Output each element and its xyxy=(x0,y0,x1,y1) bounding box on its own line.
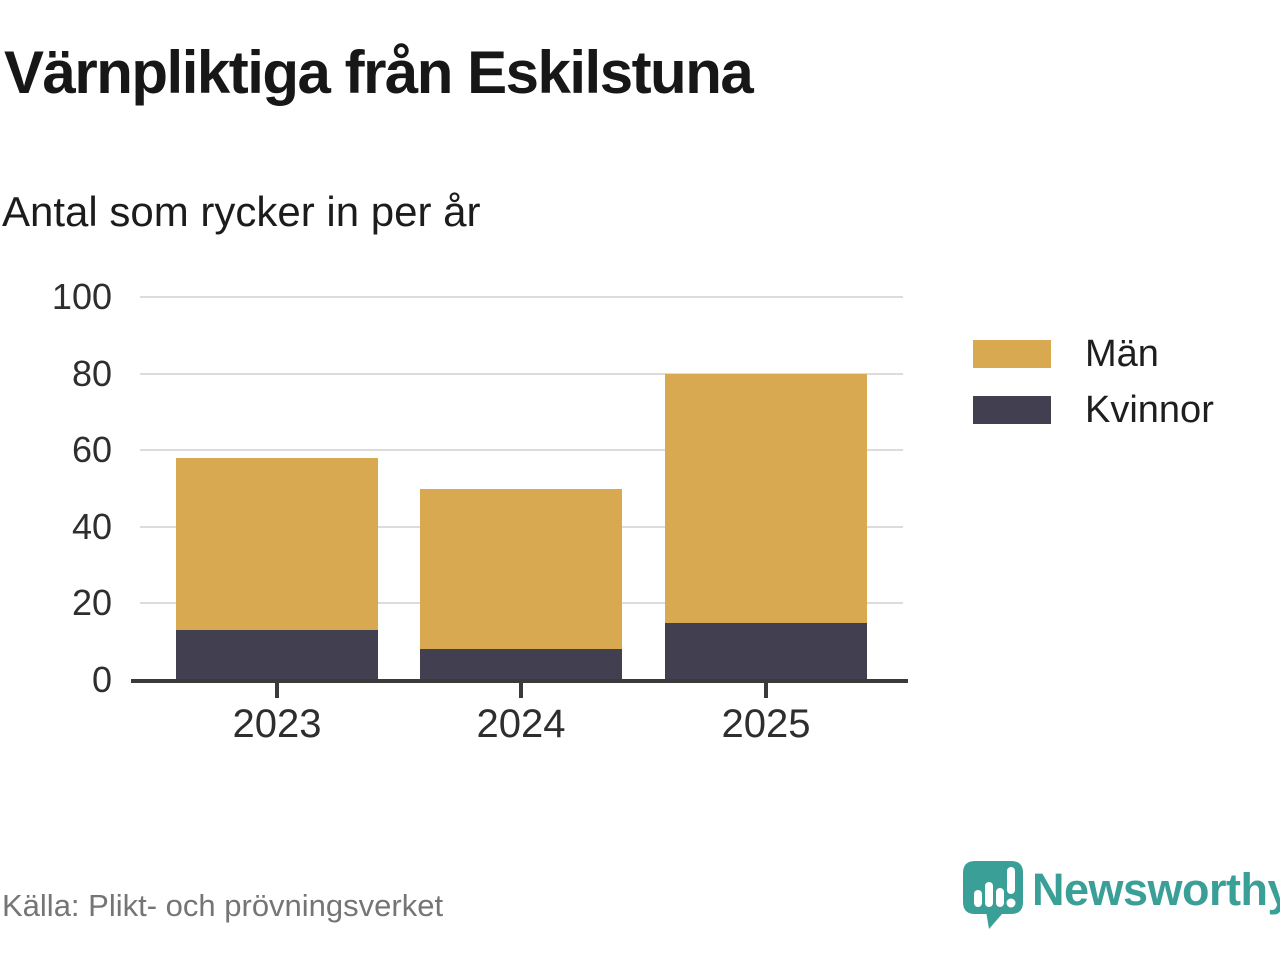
y-axis-tick-label: 40 xyxy=(71,505,112,547)
bar-segment-män-2024 xyxy=(420,488,622,650)
x-axis-tick-mark xyxy=(519,683,523,698)
logo-bar-3 xyxy=(996,888,1004,907)
legend-label-män: Män xyxy=(1085,333,1159,375)
logo-bar-1 xyxy=(974,890,982,907)
x-axis-tick-label: 2024 xyxy=(476,702,566,746)
bar-segment-män-2025 xyxy=(665,373,867,623)
legend-item-män: Män xyxy=(973,334,1214,374)
y-axis-tick-label: 0 xyxy=(91,659,112,700)
x-axis-line xyxy=(131,679,908,683)
brand-wordmark: Newsworthy xyxy=(1032,864,1280,915)
chart-subtitle: Antal som rycker in per år xyxy=(2,188,481,235)
page-title: Värnpliktiga från Eskilstuna xyxy=(4,39,754,106)
legend-label-kvinnor: Kvinnor xyxy=(1085,389,1214,431)
x-axis-tick-mark xyxy=(275,683,279,698)
logo-exclamation-bar xyxy=(1007,867,1015,894)
x-axis-tick-label: 2023 xyxy=(232,702,322,746)
legend-item-kvinnor: Kvinnor xyxy=(973,390,1214,430)
logo-bar-2 xyxy=(985,882,993,907)
chart-legend: Män Kvinnor xyxy=(973,334,1214,430)
y-axis-tick-label: 100 xyxy=(51,276,112,317)
source-caption: Källa: Plikt- och prövningsverket xyxy=(2,888,444,923)
legend-swatch-män xyxy=(973,340,1051,368)
bar-segment-kvinnor-2024 xyxy=(420,649,622,680)
bar-segment-män-2023 xyxy=(176,457,378,631)
x-axis-tick-mark xyxy=(764,683,768,698)
logo-exclamation-dot xyxy=(1006,898,1016,908)
bar-segment-kvinnor-2025 xyxy=(665,622,867,680)
bar-segment-kvinnor-2023 xyxy=(176,630,378,680)
y-gridline xyxy=(140,449,903,452)
legend-swatch-kvinnor xyxy=(973,396,1051,424)
y-axis-tick-label: 80 xyxy=(71,352,112,394)
x-axis-tick-label: 2025 xyxy=(721,702,811,746)
y-axis-tick-label: 20 xyxy=(71,582,112,624)
y-axis-tick-label: 60 xyxy=(71,429,112,471)
y-gridline xyxy=(140,296,903,298)
newsworthy-logo-icon xyxy=(963,861,1023,929)
y-gridline xyxy=(140,372,903,375)
